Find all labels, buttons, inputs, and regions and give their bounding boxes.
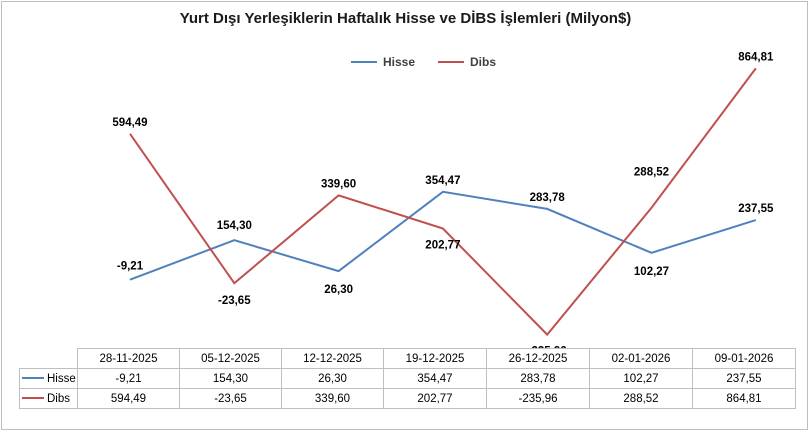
- table-corner: [19, 348, 78, 369]
- data-label-hisse: 283,78: [530, 192, 566, 204]
- table-row-header-hisse: Hisse: [19, 368, 78, 389]
- table-cell: 288,52: [589, 388, 693, 409]
- data-label-hisse: 237,55: [738, 203, 774, 215]
- table-row-header-dibs: Dibs: [19, 388, 78, 409]
- data-label-dibs: 339,60: [321, 178, 356, 190]
- legend-item-dibs: Dibs: [438, 55, 496, 69]
- table-cell: 26,30: [281, 368, 384, 389]
- legend-item-hisse: Hisse: [351, 55, 415, 69]
- table-header-cell: 05-12-2025: [179, 348, 282, 369]
- data-label-dibs: 864,81: [738, 51, 774, 63]
- legend-line-hisse: [351, 61, 377, 63]
- data-label-hisse: 354,47: [425, 175, 460, 187]
- table-header-cell: 19-12-2025: [383, 348, 487, 369]
- table-header-cell: 02-01-2026: [589, 348, 693, 369]
- table-cell: 283,78: [486, 368, 590, 389]
- data-label-dibs: 288,52: [634, 167, 669, 179]
- data-label-hisse: -9,21: [117, 261, 144, 273]
- legend-label-dibs: Dibs: [470, 55, 497, 69]
- legend: Hisse Dibs: [0, 55, 811, 71]
- table-row-dibs: Dibs 594,49 -23,65 339,60 202,77 -235,96…: [19, 388, 796, 409]
- table-cell: 202,77: [383, 388, 487, 409]
- chart-title: Yurt Dışı Yerleşiklerin Haftalık Hisse v…: [179, 10, 632, 27]
- table-header-row: 28-11-2025 05-12-2025 12-12-2025 19-12-2…: [19, 348, 796, 369]
- data-label-hisse: 154,30: [217, 220, 252, 232]
- table-header-cell: 28-11-2025: [77, 348, 180, 369]
- table-cell: 339,60: [281, 388, 384, 409]
- table-header-cell: 09-01-2026: [692, 348, 796, 369]
- table-row-hisse: Hisse -9,21 154,30 26,30 354,47 283,78 1…: [19, 368, 796, 389]
- table-cell: -235,96: [486, 388, 590, 409]
- table-cell: -9,21: [77, 368, 180, 389]
- data-label-hisse: 102,27: [634, 266, 669, 278]
- table-cell: 102,27: [589, 368, 693, 389]
- data-label-dibs: -23,65: [218, 295, 251, 307]
- data-label-dibs: -235,96: [528, 346, 567, 348]
- table-header-cell: 26-12-2025: [486, 348, 590, 369]
- table-cell: 354,47: [383, 368, 487, 389]
- legend-label-hisse: Hisse: [383, 55, 416, 69]
- legend-line-dibs: [438, 61, 464, 63]
- table-row-label: Hisse: [47, 372, 76, 385]
- data-label-dibs: 594,49: [112, 117, 147, 129]
- table-cell: 594,49: [77, 388, 180, 409]
- table-key-dibs: [22, 397, 44, 400]
- plot-area: -9,21 154,30 26,30 354,47 283,78 102,27 237,55…: [112, 51, 774, 348]
- data-label-hisse: 26,30: [324, 284, 353, 296]
- data-table: 28-11-2025 05-12-2025 12-12-2025 19-12-2…: [19, 348, 796, 409]
- table-key-hisse: [22, 377, 44, 380]
- data-label-dibs: 202,77: [425, 239, 460, 251]
- table-cell: 237,55: [692, 368, 796, 389]
- table-cell: 154,30: [179, 368, 282, 389]
- table-cell: 864,81: [692, 388, 796, 409]
- table-cell: -23,65: [179, 388, 282, 409]
- table-row-label: Dibs: [47, 392, 71, 405]
- table-header-cell: 12-12-2025: [281, 348, 384, 369]
